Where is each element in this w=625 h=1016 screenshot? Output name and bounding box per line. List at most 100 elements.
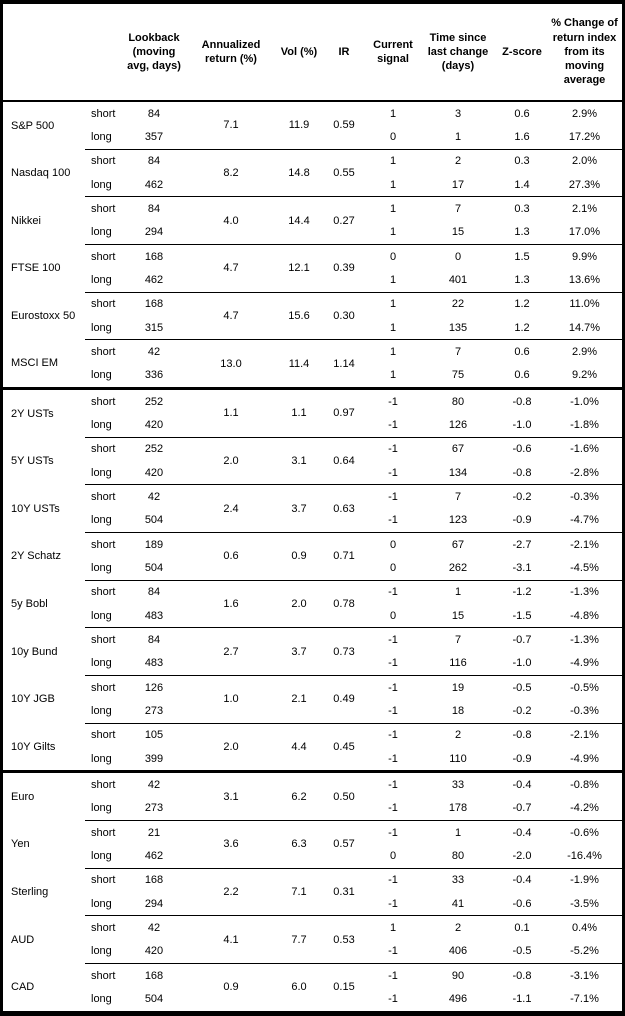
lookback-value: 168 [123, 291, 185, 316]
asset-row-long: long 399 -1 110 -0.9 -4.9% [3, 747, 622, 772]
pct-change-value: -1.0% [547, 386, 622, 414]
vol-value: 2.1 [277, 674, 321, 724]
horizon-label: short [85, 243, 123, 269]
lookback-value: 84 [123, 627, 185, 652]
lookback-value: 252 [123, 386, 185, 414]
signal-value: 1 [367, 339, 419, 364]
annualized-return-value: 2.0 [185, 436, 277, 485]
time-since-change-value: 41 [451, 897, 465, 910]
horizon-label: long [91, 418, 112, 431]
pct-change-value: 2.9% [571, 107, 598, 120]
horizon-label: short [85, 722, 123, 747]
lookback-value: 504 [144, 561, 164, 574]
lookback-value: 105 [123, 722, 185, 747]
z-score-value: -0.6 [512, 897, 532, 910]
asset-row-long: long 462 1 17 1.4 27.3% [3, 173, 622, 197]
pct-change-value: -4.9% [570, 752, 599, 765]
asset-row-short: FTSE 100 short 168 4.7 12.1 0.39 0 0 1.5 9.9% [3, 243, 622, 293]
time-since-change-value: 90 [419, 962, 497, 988]
pct-change-value: -1.3% [547, 627, 622, 652]
lookback-value: 420 [144, 418, 164, 431]
signal-value: -1 [388, 802, 398, 815]
asset-row-short: 10Y Gilts short 105 2.0 4.4 0.45 -1 2 -0.8 -2.1% [3, 722, 622, 772]
horizon-label: short [85, 196, 123, 221]
ir-value: 0.15 [321, 962, 367, 1011]
horizon-label: short [85, 436, 123, 461]
asset-row-short: Nasdaq 100 short 84 8.2 14.8 0.55 1 2 0.3 2.0% [3, 148, 622, 197]
time-since-change-value: 178 [448, 802, 468, 815]
ir-value: 0.63 [321, 484, 367, 533]
pct-change-value: 14.7% [568, 321, 601, 334]
lookback-value: 483 [144, 657, 164, 670]
asset-row-short: Yen short 21 3.6 6.3 0.57 -1 1 -0.4 -0.6% [3, 819, 622, 869]
z-score-value: 1.2 [514, 321, 530, 334]
vol-value: 7.1 [277, 867, 321, 916]
pct-change-value: 2.1% [547, 196, 622, 221]
pct-change-value: 2.9% [547, 339, 622, 364]
annualized-return-value: 4.0 [185, 196, 277, 245]
signal-value: -1 [367, 386, 419, 414]
lookback-value: 21 [123, 819, 185, 845]
asset-row-short: AUD short 42 4.1 7.7 0.53 1 2 0.1 0.4% [3, 915, 622, 964]
z-score-column-header: Z-score [497, 4, 547, 102]
signal-value: -1 [388, 993, 398, 1006]
z-score-value: 1.2 [497, 291, 547, 316]
time-since-change-value: 116 [449, 657, 467, 670]
asset-name: 5Y USTs [11, 454, 54, 467]
pct-change-value: -1.6% [547, 436, 622, 461]
current-signal-column-header: Current signal [367, 4, 419, 102]
pct-change-value: -7.1% [570, 993, 599, 1006]
time-since-change-value: 17 [451, 178, 465, 191]
pct-change-value: -3.1% [547, 962, 622, 988]
pct-change-value: -0.5% [547, 674, 622, 700]
asset-row-long: long 273 -1 18 -0.2 -0.3% [3, 699, 622, 723]
pct-change-value: 11.0% [547, 291, 622, 316]
ir-value: 0.45 [321, 722, 367, 772]
horizon-label: long [91, 178, 112, 191]
momentum-signals-table: Lookback (moving avg, days) Annualized r… [3, 4, 622, 1011]
lookback-value: 336 [144, 369, 164, 382]
signal-value: -1 [388, 704, 398, 717]
vol-value: 3.7 [277, 627, 321, 676]
z-score-value: -0.4 [497, 770, 547, 797]
asset-row-short: 10y Bund short 84 2.7 3.7 0.73 -1 7 -0.7 -1.3% [3, 627, 622, 676]
ir-value: 1.14 [321, 339, 367, 389]
horizon-label: long [91, 514, 112, 527]
z-score-value: 0.6 [514, 107, 530, 120]
ir-value: 0.55 [321, 148, 367, 197]
lookback-value: 42 [123, 915, 185, 940]
signal-value: 1 [389, 226, 397, 239]
z-score-value: -0.2 [497, 484, 547, 509]
signal-value: -1 [367, 674, 419, 700]
horizon-label: long [91, 752, 112, 765]
time-since-change-value: 135 [448, 321, 468, 334]
asset-name: 5y Bobl [11, 597, 48, 610]
annualized-return-value: 2.0 [185, 722, 277, 772]
z-score-value: -1.1 [512, 993, 532, 1006]
horizon-label: long [91, 369, 112, 382]
time-since-change-value: 7 [419, 196, 497, 221]
time-since-change-value: 67 [419, 436, 497, 461]
vol-value: 3.1 [277, 436, 321, 485]
asset-name: 2Y Schatz [11, 550, 61, 563]
lookback-value: 315 [144, 321, 164, 334]
lookback-value: 420 [144, 945, 164, 958]
z-score-value: 0.6 [514, 369, 530, 382]
time-since-change-value: 2 [419, 915, 497, 940]
time-since-change-value: 80 [451, 849, 465, 862]
pct-change-value: 0.4% [547, 915, 622, 940]
signal-value: 0 [367, 243, 419, 269]
horizon-label: short [85, 915, 123, 940]
horizon-label: short [85, 484, 123, 509]
pct-change-value: -4.2% [570, 802, 599, 815]
annualized-return-value: 4.1 [185, 915, 277, 964]
signal-value: 0 [389, 561, 397, 574]
horizon-label: short [85, 627, 123, 652]
lookback-value: 84 [123, 579, 185, 604]
annualized-return-value: 2.7 [185, 627, 277, 676]
vol-value: 3.7 [277, 484, 321, 533]
signal-value: -1 [367, 867, 419, 892]
pct-change-value: -1.9% [547, 867, 622, 892]
lookback-value: 252 [123, 436, 185, 461]
lookback-value: 84 [123, 148, 185, 173]
